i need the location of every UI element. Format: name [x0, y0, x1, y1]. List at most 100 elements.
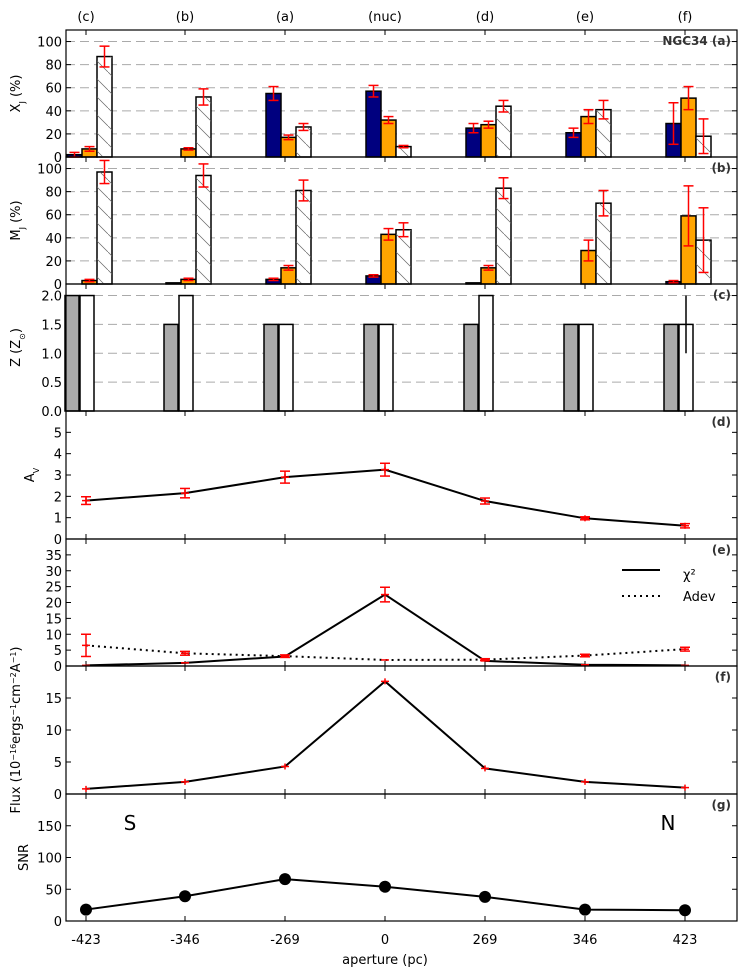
- aperture-label: (f): [678, 10, 693, 25]
- y-tick-label: 50: [45, 883, 62, 898]
- bar-young: [363, 323, 379, 412]
- panel-g: 0 50 100 150 S N (g) SNR: [17, 793, 738, 930]
- y-tick-label: 20: [45, 597, 62, 612]
- bar-old: [578, 323, 594, 412]
- y-tick-label: 30: [45, 565, 62, 580]
- bar-intermediate: [380, 233, 397, 285]
- y-tick-label: 5: [54, 644, 62, 659]
- y-tick-label: 1.0: [41, 347, 62, 362]
- data-point: [479, 890, 491, 903]
- bar-intermediate: [480, 123, 497, 158]
- x-axis-label: aperture (pc): [342, 953, 428, 968]
- bar-young: [265, 92, 282, 158]
- y-tick-label: 0.5: [41, 376, 62, 391]
- legend-label-chi2: χ²: [683, 568, 696, 583]
- bar-old: [79, 294, 95, 412]
- legend-label-adev: Adev: [683, 590, 716, 605]
- data-point: [80, 903, 92, 916]
- data-point: [679, 904, 691, 917]
- bar-old: [478, 294, 494, 412]
- y-tick-label: 2.0: [41, 290, 62, 305]
- y-tick-label: 0: [54, 533, 62, 548]
- y-tick-label: 10: [45, 724, 62, 739]
- x-tick-label: -423: [71, 933, 101, 948]
- panel-frame: [65, 793, 738, 922]
- x-tick-label: -346: [170, 933, 200, 948]
- y-axis-label: Z (Z⊙): [9, 328, 27, 367]
- panel-frame: [65, 29, 738, 158]
- y-tick-label: 40: [45, 232, 62, 247]
- y-axis-label: MJ (%): [9, 200, 27, 240]
- bar-young: [64, 294, 80, 412]
- panel-tag: NGC34 (a): [662, 34, 731, 48]
- y-tick-label: 100: [37, 163, 62, 178]
- x-tick-label: 346: [573, 933, 598, 948]
- y-tick-label: 5: [54, 426, 62, 441]
- panel-c: 0.0 0.5 1.0 1.5 2.0 (c) Z (Z⊙): [9, 283, 738, 420]
- data-point: [379, 880, 391, 893]
- y-tick-label: 15: [45, 692, 62, 707]
- y-tick-label: 80: [45, 59, 62, 74]
- y-tick-label: 4: [54, 448, 62, 463]
- y-tick-label: 0: [54, 915, 62, 930]
- y-tick-label: 150: [37, 820, 62, 835]
- bar-hatch: [97, 56, 112, 157]
- bar-young: [163, 323, 179, 412]
- panel-a: 0 20 40 60 80 100 NGC34 (a) XJ (%): [9, 29, 738, 166]
- bar-hatch: [596, 109, 611, 157]
- y-tick-label: 60: [45, 209, 62, 224]
- y-tick-label: 20: [45, 128, 62, 143]
- panel-b: 0 20 40 60 80 100 (b) MJ (%): [9, 156, 738, 293]
- aperture-label: (nuc): [368, 10, 402, 25]
- y-tick-label: 35: [45, 549, 62, 564]
- aperture-label: (c): [77, 10, 94, 25]
- y-tick-label: 1: [54, 512, 62, 527]
- y-tick-label: 100: [37, 852, 62, 867]
- y-axis-label: AV: [23, 467, 41, 482]
- panel-tag: (f): [715, 670, 731, 684]
- y-tick-label: 0.0: [41, 405, 62, 420]
- panel-frame: [65, 665, 738, 795]
- y-tick-label: 25: [45, 581, 62, 596]
- series-line: [85, 680, 686, 790]
- y-axis-label: Flux (10−16ergs−1cm−2A−1): [9, 647, 25, 814]
- y-tick-label: 15: [45, 612, 62, 627]
- y-tick-label: 20: [45, 255, 62, 270]
- annotation-south: S: [124, 811, 137, 835]
- bar-hatch: [596, 203, 611, 284]
- y-tick-label: 5: [54, 756, 62, 771]
- bar-intermediate: [380, 119, 397, 158]
- bar-young: [263, 323, 279, 412]
- bar-hatch: [496, 106, 511, 157]
- bar-young: [563, 323, 579, 412]
- annotation-north: N: [661, 811, 676, 835]
- aperture-label: (e): [576, 10, 594, 25]
- bar-old: [178, 294, 194, 412]
- aperture-label: (b): [176, 10, 194, 25]
- bar-hatch: [296, 190, 311, 284]
- aperture-label: (a): [276, 10, 294, 25]
- x-tick-label: 423: [673, 933, 698, 948]
- bar-hatch: [196, 175, 211, 284]
- bar-hatch: [97, 172, 112, 284]
- x-tick-label: 0: [381, 933, 389, 948]
- panel-tag: (g): [711, 798, 731, 812]
- panel-tag: (c): [713, 288, 731, 302]
- bar-hatch: [396, 146, 411, 157]
- y-tick-label: 2: [54, 490, 62, 505]
- bar-old: [278, 323, 294, 412]
- panel-frame: [65, 538, 738, 667]
- y-tick-label: 3: [54, 469, 62, 484]
- y-tick-label: 40: [45, 105, 62, 120]
- y-axis-label: SNR: [17, 844, 32, 871]
- bar-young: [663, 323, 679, 412]
- data-point: [179, 890, 191, 903]
- bar-young: [463, 323, 479, 412]
- y-tick-label: 10: [45, 628, 62, 643]
- y-tick-label: 0: [54, 151, 62, 166]
- y-tick-label: 80: [45, 186, 62, 201]
